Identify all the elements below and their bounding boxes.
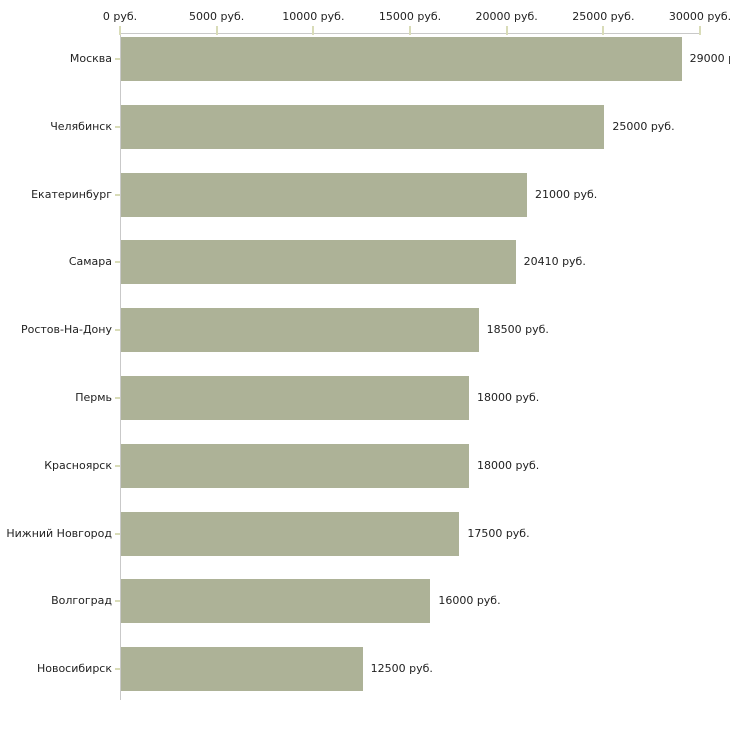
x-axis-tick-label: 30000 руб. — [668, 10, 730, 23]
value-label: 18500 руб. — [486, 323, 549, 337]
x-axis-tick-mark — [215, 26, 218, 35]
bar — [121, 308, 479, 353]
category-label: Екатеринбург — [31, 187, 112, 201]
category-label: Новосибирск — [36, 662, 112, 676]
value-label: 17500 руб. — [467, 526, 530, 540]
x-axis-tick-mark — [409, 26, 411, 35]
y-axis-tick-mark — [115, 397, 120, 399]
value-label: 12500 руб. — [370, 662, 433, 676]
category-label: Ростов-На-Дону — [20, 323, 112, 337]
y-axis-tick-mark — [115, 329, 120, 332]
bar — [121, 240, 516, 285]
bar — [121, 376, 469, 420]
x-axis-tick-mark — [119, 26, 121, 35]
value-label: 18000 руб. — [477, 458, 540, 472]
x-axis-tick-mark — [505, 26, 508, 35]
category-label: Нижний Новгород — [6, 526, 112, 540]
x-axis-tick-mark — [602, 26, 605, 35]
category-label: Москва — [69, 52, 112, 65]
y-axis-tick-mark — [115, 193, 120, 196]
bar — [121, 172, 527, 217]
y-axis-tick-mark — [115, 532, 120, 535]
value-label: 20410 руб. — [523, 255, 586, 269]
category-label: Волгоград — [51, 594, 112, 608]
category-label: Челябинск — [50, 119, 112, 133]
value-label: 16000 руб. — [438, 594, 501, 608]
bar — [121, 511, 460, 556]
y-axis-tick-mark — [115, 58, 120, 60]
bar — [121, 104, 605, 149]
category-label: Пермь — [75, 391, 112, 404]
bar — [121, 647, 363, 692]
bar — [121, 37, 682, 81]
category-label: Красноярск — [44, 458, 112, 472]
x-axis-tick-mark — [312, 26, 315, 35]
y-axis-line — [120, 33, 121, 700]
y-axis-tick-mark — [115, 668, 120, 671]
bar — [121, 579, 431, 624]
x-axis-tick-label: 25000 руб. — [572, 10, 635, 23]
x-axis-tick-label: 20000 руб. — [475, 10, 538, 23]
x-axis-tick-label: 0 руб. — [102, 10, 138, 23]
x-axis-tick-label: 10000 руб. — [282, 10, 345, 23]
x-axis-tick-label: 15000 руб. — [378, 10, 442, 23]
value-label: 25000 руб. — [612, 119, 675, 133]
value-label: 21000 руб. — [535, 187, 598, 201]
value-label: 29000 руб. — [689, 52, 730, 65]
y-axis-tick-mark — [115, 464, 120, 467]
y-axis-tick-mark — [115, 125, 120, 128]
x-axis-tick-label: 5000 руб. — [189, 10, 245, 23]
x-axis-tick-mark — [699, 26, 701, 35]
y-axis-tick-mark — [115, 600, 120, 603]
category-label: Самара — [68, 255, 112, 269]
value-label: 18000 руб. — [477, 391, 540, 404]
bar — [121, 443, 469, 488]
y-axis-tick-mark — [115, 261, 120, 264]
